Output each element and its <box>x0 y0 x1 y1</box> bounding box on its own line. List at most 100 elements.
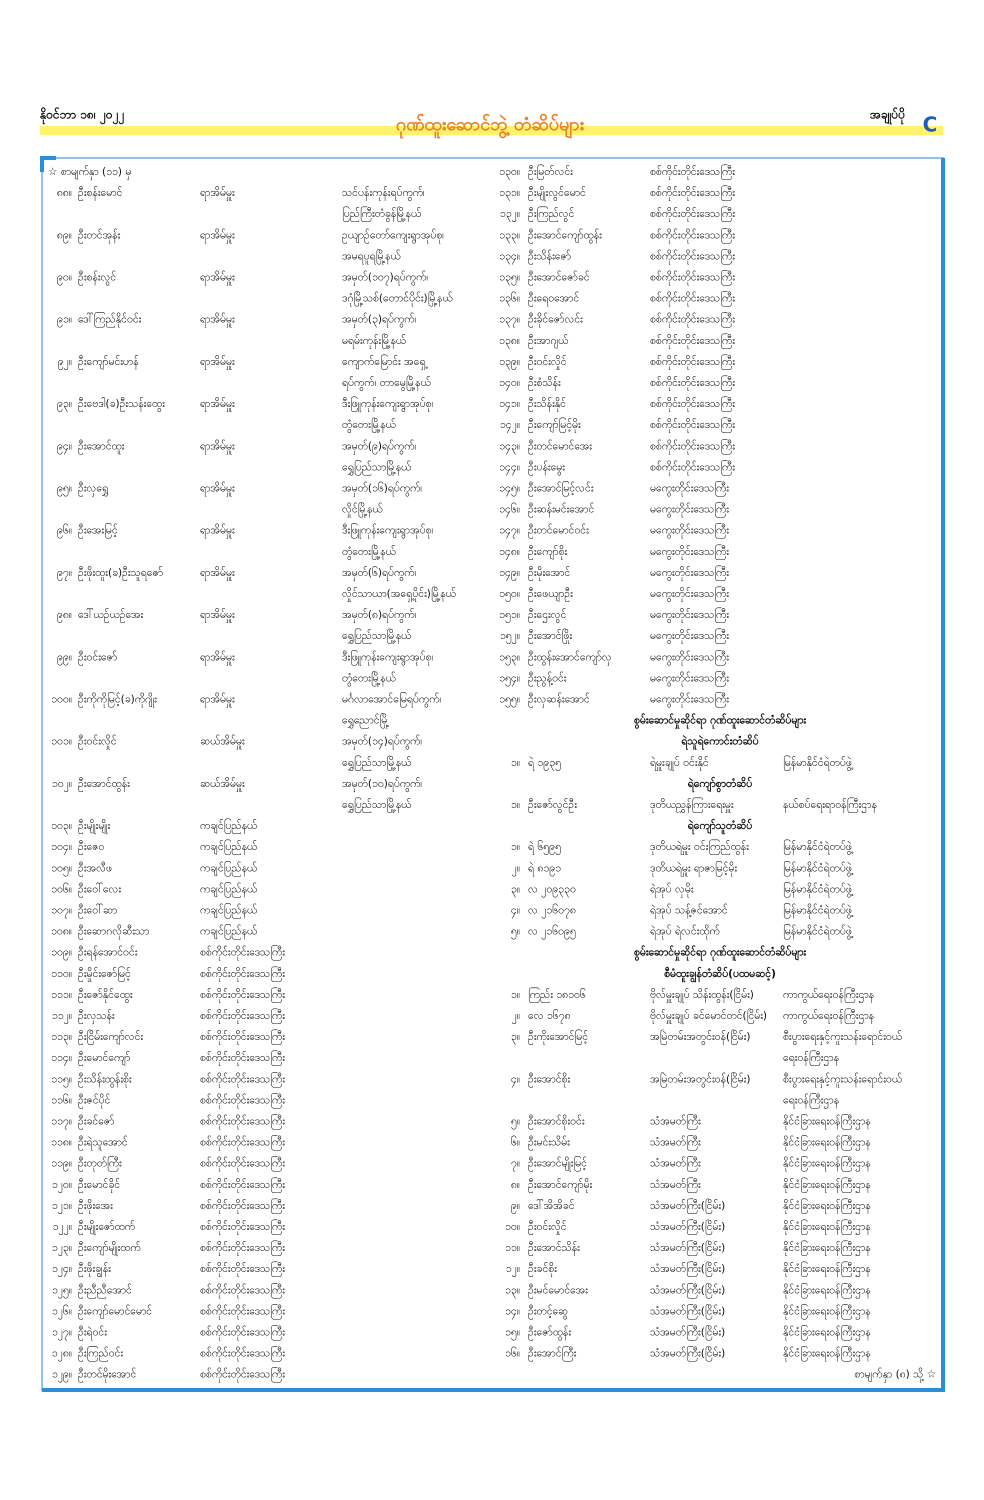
entry-role: ရာအိမ်မှူး <box>200 186 235 201</box>
entry-number: ၁၃၉။ <box>499 356 520 370</box>
entry-name: ဦးအောင်ကျော်ထွန်း <box>528 228 602 243</box>
entry-number: ၁၂၇။ <box>52 1327 72 1341</box>
entry-number: ၁၂၅။ <box>52 1284 72 1298</box>
entry-address: အမှတ်(၁၄)ရပ်ကွက်၊ <box>342 735 422 750</box>
entry-organization: မြန်မာနိုင်ငံရဲတပ်ဖွဲ့ <box>783 903 853 919</box>
entry-name: ဦးအောင်ဇော်ခင် <box>528 271 590 286</box>
entry-organization: နိုင်ငံခြားရေးဝန်ကြီးဌာန <box>783 1303 871 1319</box>
entry-number: ၁၁၁။ <box>51 989 72 1001</box>
entry-role: ရာအိမ်မှူး <box>200 524 235 539</box>
entry-address: အမှတ်(၆)ရပ်ကွက်၊ <box>342 566 416 581</box>
entry-address: အမှတ်(၉)ရပ်ကွက်၊ <box>342 439 416 454</box>
entry-number: ၁၀၈။ <box>51 926 72 938</box>
entry-name: လ ၂၁၆၀၉၅ <box>528 925 576 940</box>
entry-name: ဦးလှရွှေ <box>78 482 108 497</box>
entry-organization: မြန်မာနိုင်ငံရဲတပ်ဖွဲ့ <box>783 860 853 876</box>
entry-number: ၁၅၀။ <box>499 588 520 602</box>
entry-organization: နယ်စပ်ရေးရာဝန်ကြီးဌာန <box>783 797 877 813</box>
entry-number: ၁၄၉။ <box>499 567 520 581</box>
entry-name: ဦးဆန်းမင်းအောင် <box>528 503 594 518</box>
entry-name: ဦးခိုင်ဇော်လင်း <box>528 313 583 328</box>
entry-address: လှိုင်သာယာ(အရှေ့ပိုင်း)မြို့နယ် <box>342 586 456 602</box>
entry-role: ဆယ်အိမ်မှူး <box>200 735 245 750</box>
entry-number: ၁၀၂။ <box>52 778 72 792</box>
entry-name: ဦးအောင်စိုးဝင်း <box>528 1115 585 1130</box>
entry-role: ရာအိမ်မှူး <box>200 228 235 243</box>
entry-address: ဒီးဖြူကုန်းကျေးရွာအုပ်စု၊ <box>342 396 433 412</box>
continued-to: စာမျက်နှာ (၈) သို့ ☆ <box>854 1368 936 1383</box>
entry-name: ဦးဝင်းလှိုင် <box>78 735 117 750</box>
entry-role: သံအမတ်ကြီး <box>650 1135 701 1151</box>
entry-name: လေ ၁၆၇၈ <box>528 1009 571 1024</box>
entry-role: ရာအိမ်မှူး <box>200 355 235 370</box>
entry-number: ၇။ <box>511 1158 520 1172</box>
entry-role: စစ်ကိုင်းတိုင်းဒေသကြီး <box>200 1282 285 1298</box>
entry-role: သံအမတ်ကြီး(ငြိမ်း) <box>650 1261 725 1277</box>
entry-role: စစ်ကိုင်းတိုင်းဒေသကြီး <box>650 333 735 349</box>
entry-organization: နိုင်ငံခြားရေးဝန်ကြီးဌာန <box>783 1240 871 1256</box>
entry-name: ဦးမောင်ခိုင် <box>78 1178 120 1193</box>
entry-role: ရာအိမ်မှူး <box>200 566 235 581</box>
entry-number: ၁၃၀။ <box>499 166 520 180</box>
entry-name: ဦးဇေဝ <box>78 840 104 855</box>
entry-role: ရာအိမ်မှူး <box>200 608 235 623</box>
entry-role: မကွေးတိုင်းဒေသကြီး <box>650 628 729 644</box>
entry-number: ၁၄၃။ <box>499 440 520 454</box>
entry-number: ၉၀။ <box>57 272 72 286</box>
header-band <box>40 126 943 135</box>
entry-address: အမှတ်(၁၀)ရပ်ကွက်၊ <box>342 777 422 792</box>
entry-name: ဦးရဲသူအောင် <box>78 1136 128 1151</box>
entry-address: ပြည်ကြီးတံခွန်မြို့နယ် <box>342 206 421 222</box>
entry-organization: နိုင်ငံခြားရေးဝန်ကြီးဌာန <box>783 1114 871 1130</box>
entry-number: ၁၁။ <box>505 1242 520 1254</box>
entry-number: ၁၀၅။ <box>51 862 72 876</box>
entry-role: ရာအိမ်မှူး <box>200 439 235 454</box>
entry-role: မကွေးတိုင်းဒေသကြီး <box>650 565 729 581</box>
entry-number: ၁၅၁။ <box>499 609 520 623</box>
entry-number: ၁၃။ <box>505 1284 520 1298</box>
entry-address: တွံတေးမြို့နယ် <box>342 670 396 686</box>
entry-number: ၁၃၅။ <box>499 272 520 286</box>
entry-organization: နိုင်ငံခြားရေးဝန်ကြီးဌာန <box>783 1261 871 1277</box>
entry-number: ၁၄၀။ <box>499 377 520 391</box>
entry-role: စစ်ကိုင်းတိုင်းဒေသကြီး <box>650 396 735 412</box>
entry-role: စစ်ကိုင်းတိုင်းဒေသကြီး <box>200 945 285 961</box>
entry-organization: နိုင်ငံခြားရေးဝန်ကြီးဌာန <box>783 1135 871 1151</box>
entry-organization: ကာကွယ်ရေးဝန်ကြီးဌာန <box>783 1008 874 1024</box>
entry-role: သံအမတ်ကြီး(ငြိမ်း) <box>650 1346 725 1362</box>
entry-role: စစ်ကိုင်းတိုင်းဒေသကြီး <box>200 1198 285 1214</box>
entry-role: သံအမတ်ကြီး <box>650 1114 701 1130</box>
entry-name: ဦးကိုးအောင်မြင့် <box>528 1029 588 1045</box>
entry-role: သံအမတ်ကြီး(ငြိမ်း) <box>650 1219 725 1235</box>
entry-number: ၉၉။ <box>57 651 72 665</box>
entry-role: မကွေးတိုင်းဒေသကြီး <box>650 649 729 665</box>
entry-organization: ရေးဝန်ကြီးဌာန <box>783 1050 839 1066</box>
entry-address: အမှတ်(၁၆)ရပ်ကွက်၊ <box>342 482 422 497</box>
entry-number: ၉၁။ <box>57 314 72 328</box>
entry-number: ၁၂။ <box>506 1263 520 1277</box>
entry-number: ၁၀၇။ <box>51 905 72 919</box>
entry-number: ၁၂၆။ <box>52 1304 72 1319</box>
entry-number: ၁၄၅။ <box>499 483 520 497</box>
entry-role: စစ်ကိုင်းတိုင်းဒေသကြီး <box>200 1303 285 1319</box>
entry-address: မရမ်းကုန်းမြို့နယ် <box>342 333 406 349</box>
entry-address: ဒီးဖြူကုန်းကျေးရွာအုပ်စု၊ <box>342 523 433 539</box>
entry-role: ရာအိမ်မှူး <box>200 313 235 328</box>
entry-number: ၁၃၁။ <box>499 187 520 201</box>
entry-role: ရာအိမ်မှူး <box>200 693 235 708</box>
entry-organization: ကာကွယ်ရေးဝန်ကြီးဌာန <box>783 987 874 1003</box>
entry-name: ဦးအောင်စိုး <box>528 1072 570 1087</box>
entry-role: မကွေးတိုင်းဒေသကြီး <box>650 692 729 708</box>
entry-role: ရဲအုပ် ရဲလင်းထိုက် <box>650 925 720 940</box>
entry-number: ၁၄၄။ <box>499 461 520 475</box>
entry-role: စစ်ကိုင်းတိုင်းဒေသကြီး <box>200 1346 285 1362</box>
section-heading: စွမ်းဆောင်မှုဆိုင်ရာ ဂုဏ်ထူးဆောင်တံဆိပ်မ… <box>634 714 806 730</box>
entry-name: ဦးထွန်းအောင်ကျော်လှ <box>528 650 612 665</box>
entry-number: ၁၀၉။ <box>51 947 72 961</box>
entry-name: ဦးတုတ်ကြီး <box>78 1156 122 1172</box>
entry-role: စစ်ကိုင်းတိုင်းဒေသကြီး <box>200 1029 285 1045</box>
entry-name: ရဲ ၆၅၉၅ <box>528 840 561 855</box>
entry-number: ၁၃၄။ <box>499 250 520 264</box>
entry-address: မင်္ဂလာအောင်မြေရပ်ကွက်၊ <box>342 692 441 708</box>
